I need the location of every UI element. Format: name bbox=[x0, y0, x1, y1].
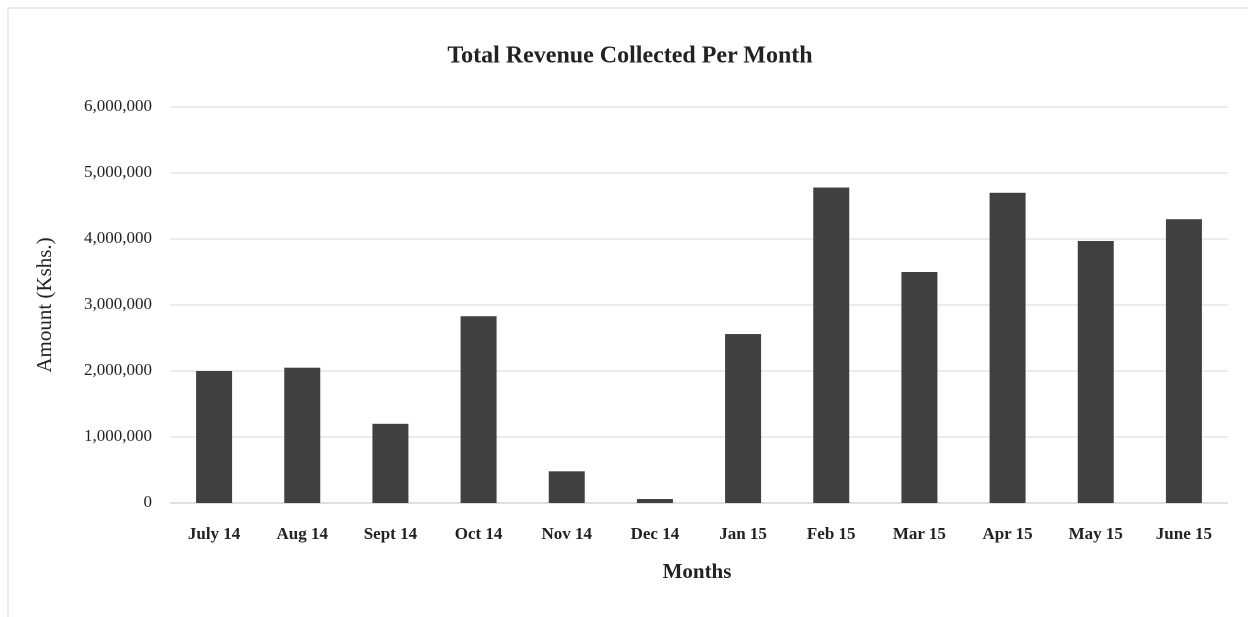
chart-title: Total Revenue Collected Per Month bbox=[447, 43, 812, 69]
x-tick-label: Feb 15 bbox=[807, 524, 856, 543]
y-tick-label: 1,000,000 bbox=[84, 426, 152, 445]
bar bbox=[460, 316, 497, 503]
x-tick-label: Oct 14 bbox=[455, 524, 503, 543]
x-axis-label: Months bbox=[663, 559, 732, 583]
x-tick-label: Mar 15 bbox=[893, 524, 946, 543]
y-tick-label: 0 bbox=[144, 492, 153, 511]
y-tick-label: 6,000,000 bbox=[84, 96, 152, 115]
bar bbox=[372, 423, 409, 503]
bar bbox=[1077, 240, 1114, 504]
bar bbox=[813, 187, 850, 503]
bar bbox=[636, 499, 673, 503]
y-tick-label: 4,000,000 bbox=[84, 228, 152, 247]
bar bbox=[725, 334, 762, 503]
x-tick-label: Aug 14 bbox=[277, 524, 329, 543]
y-axis-label: Amount (Kshs.) bbox=[32, 237, 56, 372]
x-tick-label: Jan 15 bbox=[719, 524, 767, 543]
y-tick-label: 2,000,000 bbox=[84, 360, 152, 379]
bar bbox=[901, 272, 938, 503]
x-tick-label: Sept 14 bbox=[364, 524, 418, 543]
y-tick-label: 5,000,000 bbox=[84, 162, 152, 181]
bar bbox=[989, 192, 1026, 504]
bar bbox=[196, 371, 233, 503]
x-tick-label: Nov 14 bbox=[541, 524, 592, 543]
bar bbox=[548, 471, 585, 503]
x-tick-label: May 15 bbox=[1069, 524, 1123, 543]
bar bbox=[284, 367, 321, 503]
x-tick-label: Dec 14 bbox=[631, 524, 680, 543]
x-tick-label: June 15 bbox=[1156, 524, 1212, 543]
x-tick-label: July 14 bbox=[188, 524, 241, 543]
x-tick-label: Apr 15 bbox=[982, 524, 1032, 543]
y-tick-label: 3,000,000 bbox=[84, 294, 152, 313]
bar bbox=[1165, 219, 1202, 503]
